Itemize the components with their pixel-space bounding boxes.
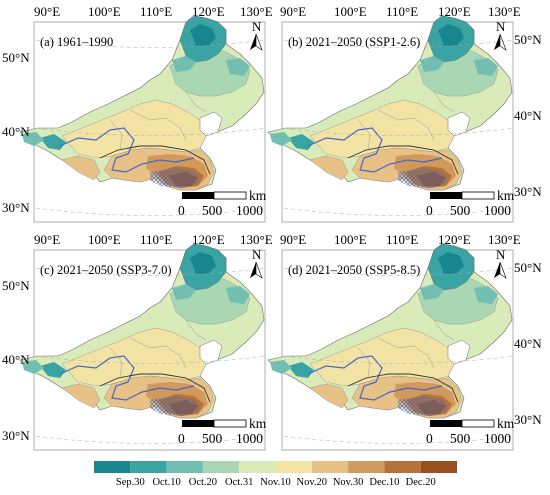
scale-bar: km 0 500 1000 <box>178 188 267 218</box>
svg-text:N: N <box>496 19 506 34</box>
map-panel-d <box>267 243 514 451</box>
svg-text:N: N <box>252 19 262 34</box>
lon-label: 90°E <box>280 232 306 247</box>
lat-label: 30°N <box>514 412 542 427</box>
svg-text:500: 500 <box>450 431 471 446</box>
legend-swatch <box>94 461 131 473</box>
lat-label: 40°N <box>2 352 30 367</box>
legend-label: Nov.10 <box>260 477 291 488</box>
scale-bar: km 0 500 1000 <box>426 416 515 446</box>
lat-label: 50°N <box>514 32 542 47</box>
north-arrow-icon: N <box>494 247 507 279</box>
lon-label: 130°E <box>488 4 521 19</box>
north-arrow-icon: N <box>250 247 263 279</box>
legend-swatch <box>384 461 421 473</box>
legend-colorbar: Sep.30 Oct.10 Oct.20 Oct.31 Nov.10 Nov.20 Nov.… <box>94 461 457 488</box>
svg-text:km: km <box>249 416 267 431</box>
panel-title: (c) 2021–2050 (SSP3-7.0) <box>40 263 172 277</box>
lon-label: 110°E <box>386 4 418 19</box>
svg-text:0: 0 <box>426 431 433 446</box>
lon-label: 110°E <box>140 4 172 19</box>
lat-label: 40°N <box>514 336 542 351</box>
lon-label: 110°E <box>140 232 172 247</box>
scale-bar: km 0 500 1000 <box>426 188 515 218</box>
svg-text:N: N <box>252 247 262 262</box>
lon-label: 130°E <box>240 4 273 19</box>
lon-label: 120°E <box>192 4 225 19</box>
lon-label: 120°E <box>438 4 471 19</box>
legend-label: Sep.30 <box>116 477 145 488</box>
lat-label: 30°N <box>2 428 30 443</box>
svg-text:1000: 1000 <box>484 431 511 446</box>
map-panel-c <box>19 243 266 451</box>
lon-label: 130°E <box>240 232 273 247</box>
map-panel-a <box>19 15 266 223</box>
legend-swatch <box>130 461 167 473</box>
legend-label: Oct.10 <box>152 477 180 488</box>
lon-label: 130°E <box>488 232 521 247</box>
lon-label: 100°E <box>88 232 121 247</box>
lat-label: 30°N <box>2 200 30 215</box>
svg-text:1000: 1000 <box>236 431 263 446</box>
panel-d-labels: 90°E 100°E 110°E 120°E 130°E 50°N 40°N 3… <box>280 232 542 427</box>
svg-text:km: km <box>249 188 267 203</box>
lat-label: 30°N <box>514 184 542 199</box>
scale-bar: km 0 500 1000 <box>178 416 267 446</box>
lat-label: 40°N <box>514 108 542 123</box>
legend-label: Nov.30 <box>333 477 364 488</box>
graticule <box>35 39 515 444</box>
lat-label: 50°N <box>2 278 30 293</box>
svg-text:500: 500 <box>450 203 471 218</box>
lon-label: 90°E <box>280 4 306 19</box>
legend-label: Dec.10 <box>369 477 399 488</box>
legend-label: Dec.20 <box>406 477 436 488</box>
svg-text:0: 0 <box>426 203 433 218</box>
legend-label: Oct.20 <box>189 477 217 488</box>
panel-a-labels: 90°E 100°E 110°E 120°E 130°E 50°N 40°N 3… <box>2 4 273 215</box>
lon-label: 120°E <box>438 232 471 247</box>
svg-text:N: N <box>496 247 506 262</box>
svg-text:1000: 1000 <box>484 203 511 218</box>
svg-text:500: 500 <box>202 203 223 218</box>
svg-text:km: km <box>497 416 515 431</box>
north-arrow-icon: N <box>494 19 507 51</box>
panel-b-labels: 90°E 100°E 110°E 120°E 130°E 50°N 40°N 3… <box>280 4 542 199</box>
legend-swatch <box>166 461 203 473</box>
lon-label: 90°E <box>34 4 60 19</box>
svg-text:500: 500 <box>202 431 223 446</box>
svg-text:1000: 1000 <box>236 203 263 218</box>
legend-swatch <box>311 461 349 473</box>
legend-label: Oct.31 <box>225 477 253 488</box>
legend-swatch <box>202 461 240 473</box>
svg-text:0: 0 <box>178 203 185 218</box>
legend-swatch <box>275 461 312 473</box>
panel-title: (b) 2021–2050 (SSP1-2.6) <box>288 35 420 49</box>
lon-label: 90°E <box>34 232 60 247</box>
svg-text:0: 0 <box>178 431 185 446</box>
panel-title: (a) 1961–1990 <box>40 35 113 49</box>
lon-label: 100°E <box>334 232 367 247</box>
lat-label: 50°N <box>514 260 542 275</box>
lon-label: 100°E <box>88 4 121 19</box>
lat-label: 50°N <box>2 50 30 65</box>
map-panel-b <box>267 15 514 223</box>
legend-swatch <box>420 461 457 473</box>
lat-label: 40°N <box>2 124 30 139</box>
panel-title: (d) 2021–2050 (SSP5-8.5) <box>288 263 420 277</box>
north-arrow-icon: N <box>250 19 263 51</box>
lon-label: 110°E <box>386 232 418 247</box>
legend-label: Nov.20 <box>297 477 328 488</box>
lon-label: 120°E <box>192 232 225 247</box>
legend-swatch <box>348 461 385 473</box>
lon-label: 100°E <box>334 4 367 19</box>
panel-c-labels: 90°E 100°E 110°E 120°E 130°E 50°N 40°N 3… <box>2 232 273 443</box>
svg-text:km: km <box>497 188 515 203</box>
legend-swatch <box>239 461 276 473</box>
